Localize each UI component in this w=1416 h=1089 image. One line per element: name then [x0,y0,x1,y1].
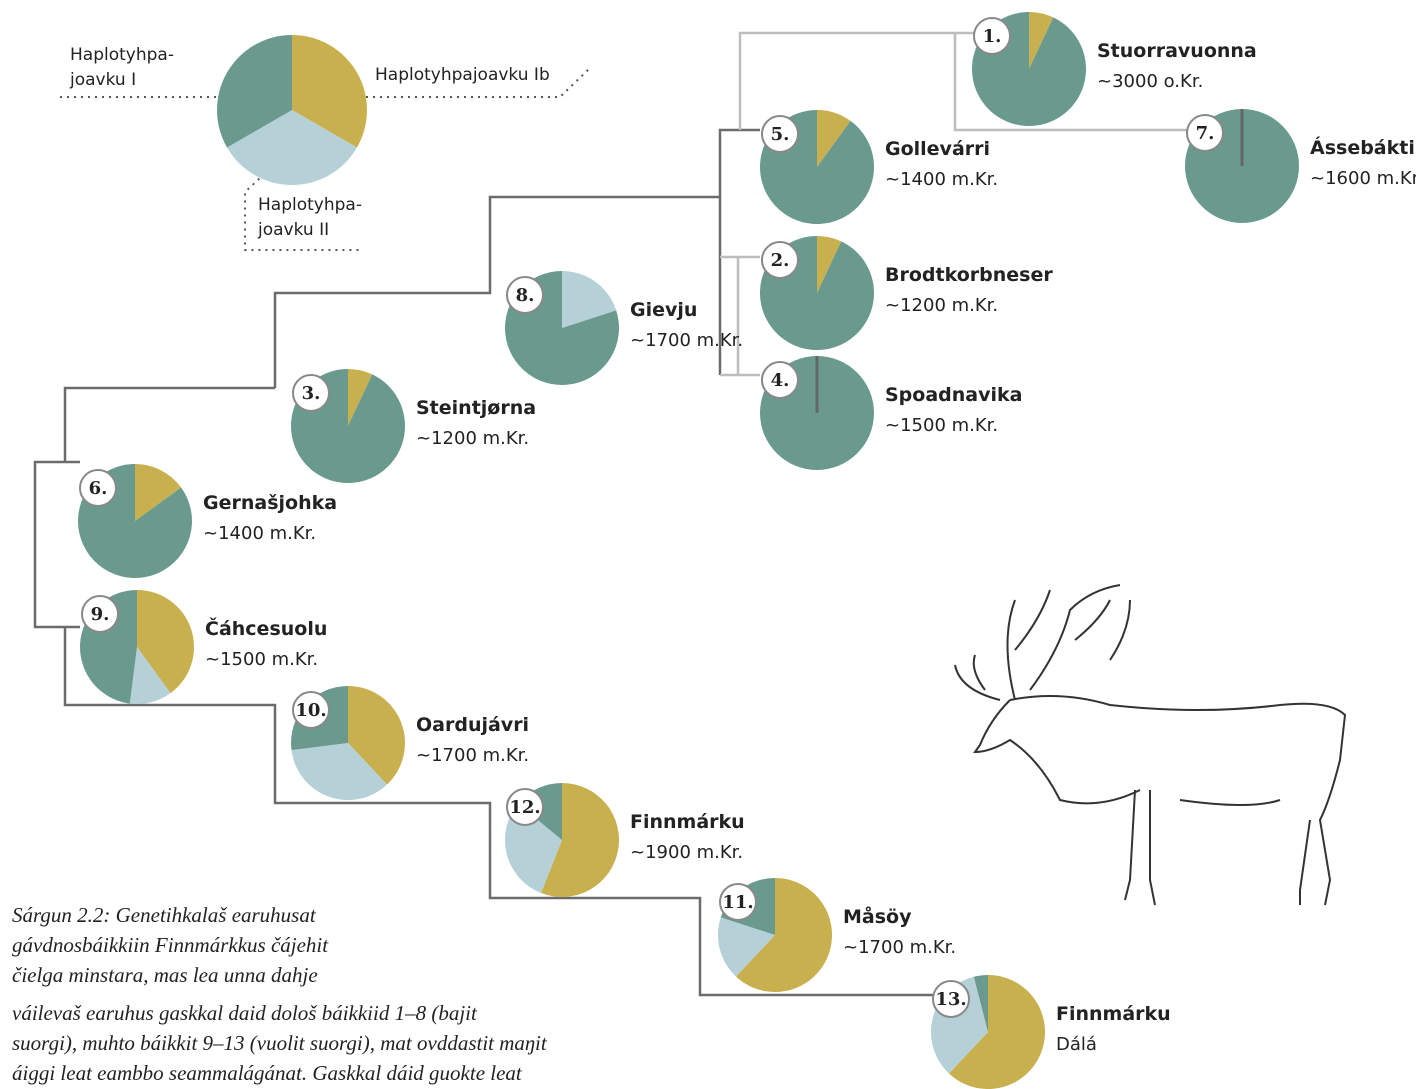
node-name: Finnmárku [1056,1003,1171,1025]
node-number: 8. [516,285,535,306]
node-name: Oardujávri [416,714,529,736]
node-name: Ássebákti [1310,136,1415,159]
node-name: Stuorravuonna [1097,40,1257,62]
node-number: 13. [935,989,966,1010]
node-date: ~1700 m.Kr. [416,745,529,766]
node-date: ~1700 m.Kr. [843,937,956,958]
node-name: Čáhcesuolu [205,616,327,640]
node-date: ~1500 m.Kr. [205,649,318,670]
legend-label: Haplotyhpa- [258,195,362,215]
node-number: 2. [771,250,790,271]
node-number: 1. [983,26,1002,47]
node-name: Finnmárku [630,811,745,833]
node-name: Gernašjohka [203,492,337,514]
legend-label: joavku II [257,220,329,240]
node-name: Brodtkorbneser [885,264,1053,286]
reindeer-illustration [955,585,1345,905]
node-number: 12. [509,797,540,818]
node-date: ~1900 m.Kr. [630,842,743,863]
node-number: 6. [89,478,108,499]
node-number: 3. [302,383,321,404]
diagram: Haplotyhpa-joavku I Haplotyhpajoavku Ib Ha… [0,0,1416,1089]
node-name: Gievju [630,299,697,321]
node-number: 11. [722,892,753,913]
legend-label: Haplotyhpajoavku Ib [375,65,550,85]
legend-label: Haplotyhpa- [70,45,174,65]
node-number: 10. [295,700,326,721]
caption-line: áiggi leat eambbo seammalágánat. Gaskkal… [12,1061,523,1085]
node-number: 9. [91,604,110,625]
legend-label: joavku I [69,70,136,90]
node-name: Gollevárri [885,138,990,160]
caption-line: suorgi), muhto báikkit 9–13 (vuolit suor… [12,1031,548,1055]
node-date: ~1200 m.Kr. [416,428,529,449]
node-number: 4. [771,370,790,391]
node-date: ~1400 m.Kr. [885,169,998,190]
node-date: Dálá [1056,1034,1097,1055]
node-date: ~1700 m.Kr. [630,330,743,351]
caption-line: Sárgun 2.2: Genetihkalaš earuhusat [12,903,317,927]
node-name: Måsöy [843,904,912,928]
node-number: 5. [771,124,790,145]
node-date: ~3000 o.Kr. [1097,71,1203,92]
caption-line: gávdnosbáikkiin Finnmárkkus čájehit [12,933,329,957]
caption-line: čielga minstara, mas lea unna dahje [12,963,318,987]
node-date: ~1500 m.Kr. [885,415,998,436]
node-number: 7. [1196,123,1215,144]
node-name: Spoadnavika [885,384,1022,406]
node-date: ~1600 m.Kr. [1310,168,1416,189]
node-name: Steintjørna [416,397,536,419]
node-date: ~1200 m.Kr. [885,295,998,316]
node-date: ~1400 m.Kr. [203,523,316,544]
caption-line: váilevaš earuhus gaskkal daid dološ báik… [12,1001,478,1025]
